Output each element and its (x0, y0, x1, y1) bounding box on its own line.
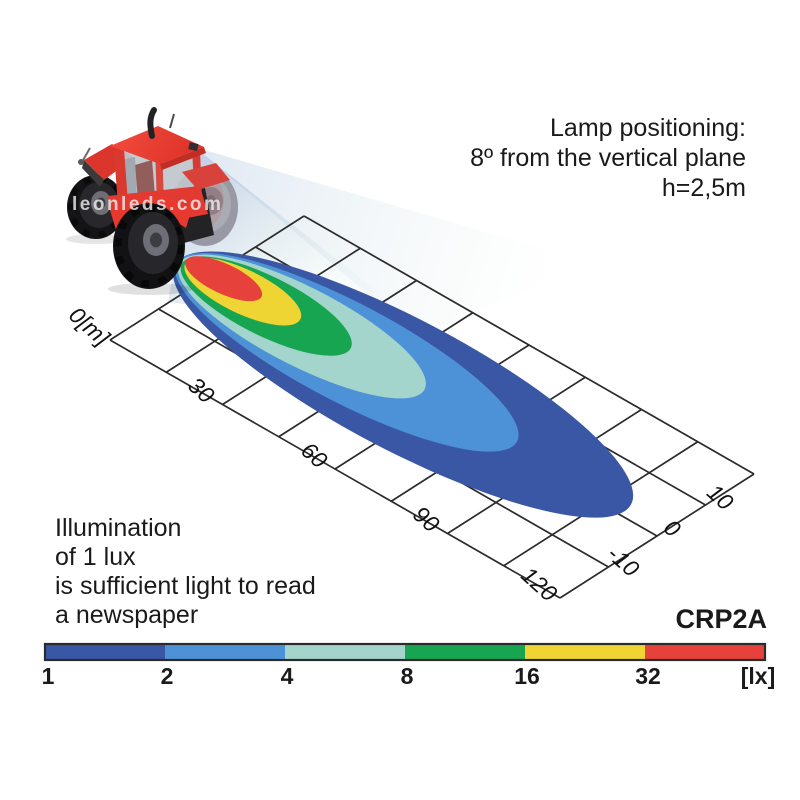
v-tick-minus10: -10 (602, 540, 644, 582)
tread (114, 204, 184, 288)
tractor-exhaust (147, 107, 157, 139)
colorbar-segment-4 (285, 644, 405, 660)
grid-line (110, 340, 560, 598)
grid-line (304, 216, 754, 474)
lamp-positioning-line1: Lamp positioning: (550, 114, 746, 142)
colorbar-border (43, 642, 767, 662)
contour-32lx (185, 256, 263, 302)
u-tick-0: 0[m] (64, 301, 115, 351)
tractor-shadow (108, 283, 192, 295)
lamp-positioning-note: Lamp positioning: 8º from the vertical p… (470, 114, 746, 202)
lux-note-line4: a newspaper (55, 601, 198, 629)
watermark: leonleds.com (72, 194, 223, 215)
lamp-positioning-line3: h=2,5m (662, 174, 746, 202)
colorbar-segment-2 (165, 644, 285, 660)
tractor-mirror (78, 159, 84, 165)
tractor-seat (135, 160, 155, 200)
lux-note: Illumination of 1 lux is sufficient ligh… (55, 514, 316, 629)
hub-center (96, 197, 106, 209)
colorbar-segment-8 (405, 644, 525, 660)
tractor-roof (110, 126, 204, 164)
tractor-front-face (82, 160, 104, 187)
u-tick-60: 60 (296, 437, 333, 474)
lux-note-line1: Illumination (55, 514, 181, 542)
lamp-positioning-line2: 8º from the vertical plane (470, 144, 746, 172)
tractor-front-pillar (114, 149, 128, 206)
u-tick-120: 120 (516, 562, 562, 607)
v-tick-10: 10 (702, 479, 739, 516)
lux-colorbar: 1 2 4 8 16 32 [lx] (42, 642, 776, 689)
tractor-antenna (169, 113, 175, 129)
colorbar-label-16: 16 (514, 663, 540, 689)
colorbar-segment-32 (645, 644, 765, 660)
light-cone-haze (194, 147, 588, 338)
tractor-right-fender (182, 163, 230, 190)
u-tick-30: 30 (183, 372, 220, 409)
work-lamp (188, 142, 199, 151)
product-label: CRP2A (675, 604, 767, 634)
colorbar-label-4: 4 (281, 663, 294, 689)
tractor (66, 107, 238, 295)
colorbar-label-1: 1 (42, 663, 55, 689)
lux-note-line3: is sufficient light to read (55, 572, 316, 600)
tractor-mirror-arm (81, 147, 91, 163)
colorbar-label-2: 2 (161, 663, 174, 689)
colorbar-unit-label: [lx] (741, 663, 776, 689)
tractor-roof-edge (160, 147, 206, 170)
colorbar-segment-1 (45, 644, 165, 660)
colorbar-label-32: 32 (635, 663, 661, 689)
hub-center (150, 232, 162, 248)
colorbar-label-8: 8 (401, 663, 414, 689)
tractor-rear-left-wheel (113, 203, 185, 289)
beam-contours (173, 251, 634, 518)
v-tick-0: 0 (659, 514, 686, 542)
colorbar-segment-16 (525, 644, 645, 660)
u-tick-90: 90 (408, 501, 445, 538)
hub-center (206, 195, 216, 207)
lux-note-line2: of 1 lux (55, 543, 136, 571)
tractor-front-left-wheel (67, 175, 125, 239)
